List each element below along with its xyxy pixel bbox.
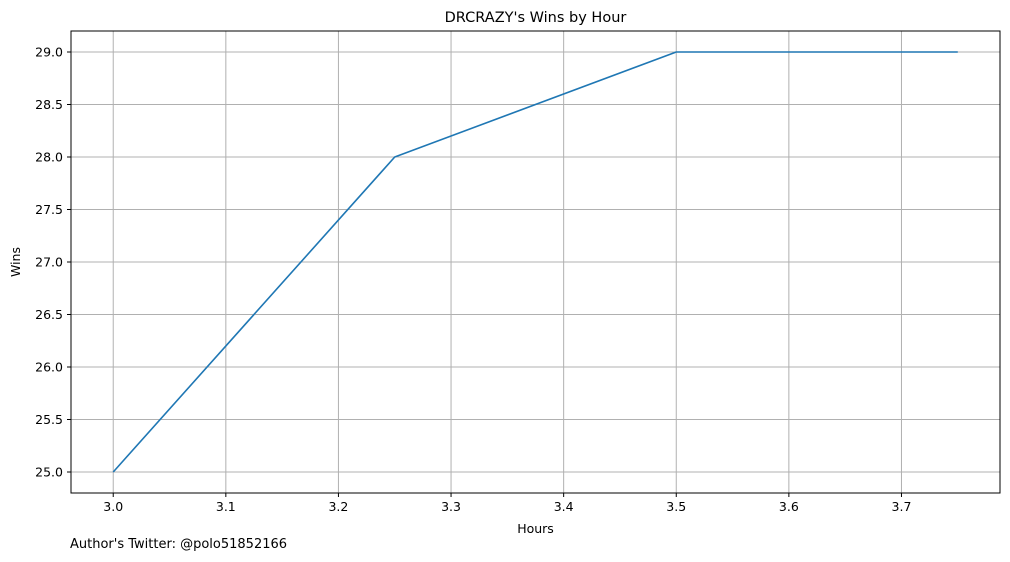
x-tick-label: 3.1: [216, 499, 236, 514]
x-tick-label: 3.6: [779, 499, 799, 514]
y-tick-label: 28.0: [35, 150, 63, 165]
y-tick-label: 27.5: [35, 202, 63, 217]
x-tick-label: 3.5: [666, 499, 686, 514]
y-axis-label: Wins: [8, 247, 23, 277]
y-tick-label: 28.5: [35, 97, 63, 112]
chart-title: DRCRAZY's Wins by Hour: [445, 10, 627, 26]
y-tick-label: 27.0: [35, 255, 63, 270]
x-axis-label: Hours: [517, 521, 554, 536]
y-tick-label: 29.0: [35, 45, 63, 60]
y-tick-label: 25.5: [35, 412, 63, 427]
axis-ticks: 3.0 3.1 3.2 3.3 3.4 3.5 3.6 3.7 25.0 25.5 26.0 26.5…: [35, 45, 911, 515]
x-tick-label: 3.0: [103, 499, 123, 514]
author-credit: Author's Twitter: @polo51852166: [70, 537, 288, 552]
y-tick-label: 26.5: [35, 307, 63, 322]
y-tick-label: 25.0: [35, 465, 63, 480]
grid: [71, 31, 1000, 493]
series-line: [112, 51, 958, 473]
series-layer: [112, 51, 958, 473]
x-tick-label: 3.7: [892, 499, 912, 514]
x-tick-label: 3.3: [441, 499, 461, 514]
y-tick-label: 26.0: [35, 360, 63, 375]
x-tick-label: 3.2: [328, 499, 348, 514]
x-tick-label: 3.4: [554, 499, 574, 514]
